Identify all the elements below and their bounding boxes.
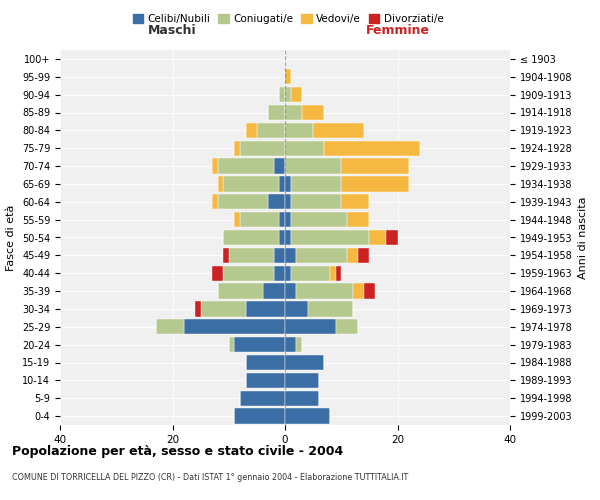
Bar: [212, 158, 218, 174]
Bar: [285, 319, 335, 334]
Bar: [285, 105, 302, 120]
Bar: [335, 266, 341, 281]
Bar: [274, 158, 285, 174]
Bar: [285, 194, 290, 210]
Bar: [296, 284, 353, 298]
Bar: [285, 123, 313, 138]
Bar: [218, 284, 263, 298]
Bar: [285, 408, 330, 424]
Bar: [235, 408, 285, 424]
Bar: [223, 176, 280, 192]
Bar: [280, 87, 285, 102]
Bar: [285, 248, 296, 263]
Bar: [285, 302, 308, 316]
Bar: [285, 373, 319, 388]
Bar: [240, 212, 280, 227]
Bar: [223, 266, 274, 281]
Bar: [285, 140, 325, 156]
Bar: [290, 212, 347, 227]
Bar: [341, 176, 409, 192]
Bar: [235, 140, 240, 156]
Bar: [290, 266, 330, 281]
Bar: [229, 248, 274, 263]
Bar: [313, 123, 364, 138]
Bar: [280, 230, 285, 245]
Text: COMUNE DI TORRICELLA DEL PIZZO (CR) - Dati ISTAT 1° gennaio 2004 - Elaborazione : COMUNE DI TORRICELLA DEL PIZZO (CR) - Da…: [12, 472, 408, 482]
Bar: [274, 266, 285, 281]
Bar: [257, 123, 285, 138]
Bar: [285, 69, 290, 84]
Bar: [285, 158, 341, 174]
Bar: [245, 355, 285, 370]
Bar: [218, 194, 268, 210]
Bar: [285, 212, 290, 227]
Bar: [341, 194, 370, 210]
Bar: [229, 337, 235, 352]
Bar: [285, 337, 296, 352]
Bar: [235, 212, 240, 227]
Bar: [364, 284, 375, 298]
Bar: [268, 105, 285, 120]
Bar: [285, 230, 290, 245]
Bar: [285, 176, 290, 192]
Bar: [245, 302, 285, 316]
Bar: [212, 266, 223, 281]
Bar: [386, 230, 398, 245]
Text: Popolazione per età, sesso e stato civile - 2004: Popolazione per età, sesso e stato civil…: [12, 445, 343, 458]
Bar: [184, 319, 285, 334]
Bar: [263, 284, 285, 298]
Bar: [302, 105, 325, 120]
Bar: [341, 158, 409, 174]
Bar: [268, 194, 285, 210]
Y-axis label: Anni di nascita: Anni di nascita: [578, 196, 588, 279]
Bar: [290, 87, 302, 102]
Bar: [296, 248, 347, 263]
Bar: [330, 266, 335, 281]
Legend: Celibi/Nubili, Coniugati/e, Vedovi/e, Divorziati/e: Celibi/Nubili, Coniugati/e, Vedovi/e, Di…: [128, 10, 448, 29]
Bar: [358, 248, 370, 263]
Bar: [370, 230, 386, 245]
Bar: [240, 140, 285, 156]
Bar: [353, 284, 364, 298]
Bar: [280, 212, 285, 227]
Bar: [347, 212, 370, 227]
Bar: [296, 337, 302, 352]
Bar: [245, 123, 257, 138]
Bar: [218, 176, 223, 192]
Bar: [223, 230, 280, 245]
Y-axis label: Fasce di età: Fasce di età: [7, 204, 16, 270]
Text: Maschi: Maschi: [148, 24, 197, 38]
Bar: [285, 355, 325, 370]
Bar: [290, 176, 341, 192]
Bar: [200, 302, 245, 316]
Bar: [285, 390, 319, 406]
Bar: [285, 266, 290, 281]
Text: Femmine: Femmine: [365, 24, 430, 38]
Bar: [290, 194, 341, 210]
Bar: [218, 158, 274, 174]
Bar: [155, 319, 184, 334]
Bar: [285, 284, 296, 298]
Bar: [195, 302, 200, 316]
Bar: [212, 194, 218, 210]
Bar: [308, 302, 353, 316]
Bar: [280, 176, 285, 192]
Bar: [335, 319, 358, 334]
Bar: [347, 248, 358, 263]
Bar: [290, 230, 370, 245]
Bar: [245, 373, 285, 388]
Bar: [240, 390, 285, 406]
Bar: [235, 337, 285, 352]
Bar: [325, 140, 420, 156]
Bar: [223, 248, 229, 263]
Bar: [285, 87, 290, 102]
Bar: [274, 248, 285, 263]
